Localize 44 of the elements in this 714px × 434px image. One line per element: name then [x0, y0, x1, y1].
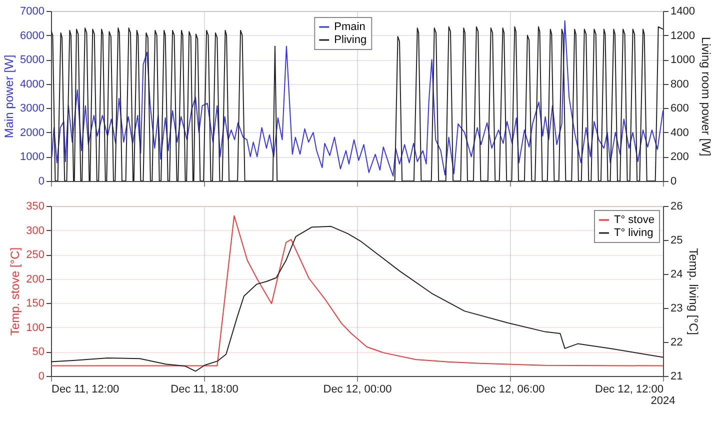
- y2-tick-label: 25: [670, 234, 683, 246]
- y2-tick-label: 1200: [670, 30, 695, 42]
- y-axis-title: Main power [W]: [2, 54, 16, 138]
- y-tick-label: 6000: [20, 30, 44, 42]
- x-tick-label: Dec 12, 06:00: [476, 384, 545, 396]
- y-tick-label: 200: [26, 273, 44, 286]
- legend-label: Pmain: [334, 21, 366, 33]
- y-tick-label: 0: [38, 370, 44, 382]
- y2-tick-label: 21: [670, 370, 683, 382]
- y2-tick-label: 1400: [670, 6, 695, 18]
- y2-tick-label: 1000: [670, 54, 695, 66]
- y2-tick-label: 23: [670, 302, 683, 314]
- x-tick-label: Dec 11, 12:00: [52, 384, 120, 396]
- y2-tick-label: 600: [670, 102, 689, 115]
- y-tick-label: 0: [38, 176, 44, 188]
- y-tick-label: 250: [26, 249, 44, 262]
- y2-axis-title: Temp. living [°C]: [686, 248, 701, 335]
- y-tick-label: 300: [26, 224, 44, 237]
- y-tick-label: 150: [26, 298, 44, 310]
- y-axis-title: Temp. stove [°C]: [8, 247, 22, 336]
- y-tick-label: 3000: [20, 102, 44, 115]
- text: 2024: [650, 395, 676, 407]
- legend-label: Pliving: [334, 34, 367, 46]
- y-tick-label: 7000: [20, 6, 44, 18]
- legend-label: T° stove: [614, 214, 654, 226]
- y2-tick-label: 26: [670, 200, 683, 212]
- x-tick-label: Dec 12, 12:00: [595, 384, 664, 396]
- y-tick-label: 1000: [20, 151, 44, 164]
- y2-tick-label: 800: [670, 78, 689, 90]
- y2-tick-label: 0: [670, 176, 677, 188]
- x-tick-label: Dec 12, 00:00: [323, 384, 392, 396]
- y2-tick-label: 200: [670, 151, 689, 164]
- legend-label: T° living: [614, 227, 654, 239]
- x-tick-label: Dec 11, 18:00: [170, 384, 238, 396]
- y-tick-label: 50: [32, 346, 44, 358]
- y2-tick-label: 22: [670, 336, 683, 348]
- y-tick-label: 4000: [20, 78, 44, 90]
- y2-tick-label: 400: [670, 126, 689, 139]
- y-tick-label: 5000: [20, 54, 44, 66]
- y-tick-label: 2000: [20, 126, 44, 139]
- y-tick-label: 100: [26, 322, 44, 334]
- y2-axis-title: Living room power [W]: [698, 36, 713, 156]
- y-tick-label: 350: [26, 200, 44, 212]
- y2-tick-label: 24: [670, 268, 683, 280]
